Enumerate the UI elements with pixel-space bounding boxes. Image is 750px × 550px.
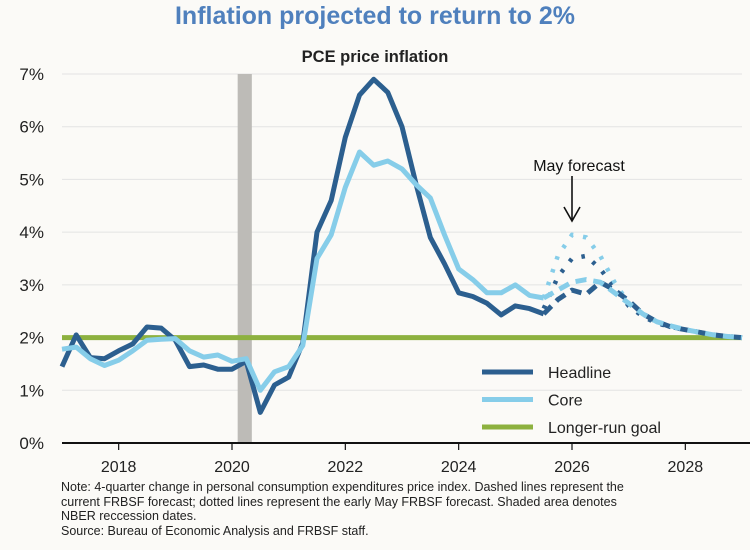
annotation-label: May forecast xyxy=(533,158,625,175)
y-tick-labels: 0% 1% 2% 3% 4% 5% 6% 7% xyxy=(19,65,44,453)
source-line: Source: Bureau of Economic Analysis and … xyxy=(61,523,369,538)
y-tick-label: 2% xyxy=(19,329,44,348)
y-tick-label: 4% xyxy=(19,223,44,242)
legend: Headline Core Longer-run goal xyxy=(482,365,661,437)
x-tick-label: 2026 xyxy=(554,459,590,476)
note-line-2: current FRBSF forecast; dotted lines rep… xyxy=(61,494,617,509)
x-tick-labels: 2018 2020 2022 2024 2026 2028 xyxy=(101,459,703,476)
y-tick-label: 6% xyxy=(19,118,44,137)
x-tick-label: 2020 xyxy=(214,459,250,476)
annotation: May forecast xyxy=(533,158,625,223)
series-lines xyxy=(59,76,743,415)
series-line-headline-current-forecast xyxy=(541,279,743,341)
legend-label: Core xyxy=(548,393,583,410)
y-tick-label: 1% xyxy=(19,381,44,400)
series-line-core xyxy=(61,149,545,393)
y-tick-label: 7% xyxy=(19,65,44,84)
axes xyxy=(62,442,750,450)
x-tick-label: 2024 xyxy=(441,459,477,476)
recession-bar xyxy=(237,74,252,443)
chart-subtitle: PCE price inflation xyxy=(301,48,449,66)
x-tick-label: 2028 xyxy=(668,459,704,476)
note-line-1: Note: 4-quarter change in personal consu… xyxy=(61,480,624,494)
series-line-headline xyxy=(59,76,545,415)
y-tick-label: 0% xyxy=(19,434,44,453)
y-tick-label: 5% xyxy=(19,170,44,189)
recession-shading xyxy=(237,74,252,443)
series-line-headline-may-forecast xyxy=(541,253,743,340)
note-line-3: NBER reccession dates. xyxy=(61,509,197,524)
chart-title: Inflation projected to return to 2% xyxy=(174,2,575,30)
legend-label: Longer-run goal xyxy=(548,420,661,437)
annotation-arrowhead xyxy=(563,206,581,223)
x-tick-label: 2018 xyxy=(101,459,137,476)
series-line-core-may-forecast xyxy=(541,232,743,340)
series-line-core-current-forecast xyxy=(542,277,743,341)
legend-label: Headline xyxy=(548,365,611,382)
y-tick-label: 3% xyxy=(19,276,44,295)
chart-notes: Note: 4-quarter change in personal consu… xyxy=(61,480,741,538)
x-tick-label: 2022 xyxy=(328,459,364,476)
chart-area: 0% 1% 2% 3% 4% 5% 6% 7% 2018 2020 2022 2024 2026 202… xyxy=(19,65,750,476)
